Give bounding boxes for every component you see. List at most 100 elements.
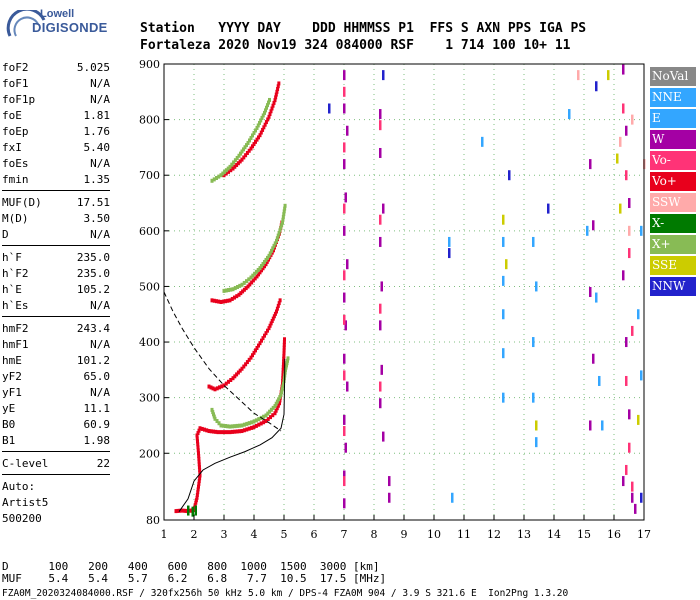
echo-mark <box>219 430 223 435</box>
echo-mark <box>265 105 268 110</box>
echo-mark <box>194 505 197 516</box>
echo-mark <box>252 419 256 424</box>
echo-mark <box>263 110 266 115</box>
header-labels: Station YYYY DAY DDD HHMMSS P1 FFS S AXN… <box>140 21 587 36</box>
param-value: 1.81 <box>83 109 111 122</box>
echo-mark <box>263 264 266 269</box>
echo-mark <box>640 225 643 236</box>
echo-mark <box>255 125 259 130</box>
echo-mark <box>209 385 213 390</box>
echo-mark <box>625 375 628 386</box>
echo-mark <box>281 217 285 222</box>
param-name: hmF2 <box>2 322 29 335</box>
echo-mark <box>196 431 200 436</box>
echo-mark <box>276 303 280 308</box>
echo-mark <box>568 109 571 120</box>
echo-mark <box>258 266 262 271</box>
echo-mark <box>214 429 218 434</box>
echo-mark <box>222 383 226 388</box>
x-tick-label: 17 <box>637 528 651 541</box>
echo-mark <box>245 150 249 155</box>
echo-mark <box>343 86 346 97</box>
echo-mark <box>260 268 263 273</box>
file-info: FZA0M_2020324084000.RSF / 320fx256h 50 k… <box>2 588 569 599</box>
param-row: h`Es N/A <box>2 298 110 314</box>
echo-mark <box>203 427 206 432</box>
echo-mark <box>221 423 225 428</box>
echo-mark <box>275 406 279 411</box>
echo-mark <box>198 426 202 431</box>
x-tick-label: 2 <box>191 528 198 541</box>
echo-mark <box>269 415 272 420</box>
echo-mark <box>631 325 634 336</box>
echo-mark <box>625 125 628 136</box>
echo-mark <box>502 275 505 286</box>
param-row: h`F2 235.0 <box>2 266 110 282</box>
echo-mark <box>254 128 257 133</box>
echo-mark <box>270 106 274 111</box>
trace-vo- <box>174 337 286 514</box>
echo-mark <box>628 442 631 453</box>
echo-mark <box>242 280 246 285</box>
echo-mark <box>284 367 287 372</box>
echo-mark <box>281 220 284 225</box>
y-tick-label: 800 <box>139 114 160 127</box>
echo-mark <box>254 269 258 274</box>
echo-mark <box>238 423 242 428</box>
param-row: hmF1 N/A <box>2 337 110 353</box>
echo-mark <box>233 295 236 300</box>
echo-mark <box>267 253 271 258</box>
echo-mark <box>285 361 289 366</box>
param-value: N/A <box>90 386 110 399</box>
echo-mark <box>233 424 237 429</box>
echo-mark <box>281 367 285 372</box>
echo-mark <box>242 287 246 292</box>
echo-mark <box>242 364 246 369</box>
param-value: 1.76 <box>83 125 111 138</box>
param-row: foF2 5.025 <box>2 60 110 76</box>
echo-mark <box>631 492 634 503</box>
echo-mark <box>245 421 249 426</box>
echo-mark <box>244 153 248 158</box>
echo-mark <box>343 314 346 325</box>
polarization-legend: NoVal NNE E W Vo- Vo+ SSW X- X+ SSE NNW <box>650 67 696 298</box>
chart-grid <box>164 64 644 520</box>
echo-mark <box>380 364 383 375</box>
echo-mark <box>601 420 604 431</box>
echo-mark <box>268 409 272 414</box>
param-row: B0 60.9 <box>2 417 110 433</box>
x-tick-label: 7 <box>341 528 348 541</box>
echo-mark <box>260 115 264 120</box>
echo-mark <box>261 266 265 271</box>
param-name: foF1 <box>2 77 29 90</box>
echo-mark <box>282 345 286 350</box>
echo-mark <box>217 299 221 304</box>
echo-mark <box>589 159 592 170</box>
echo-mark <box>343 270 346 281</box>
echo-mark <box>532 392 535 403</box>
echo-mark <box>245 143 248 148</box>
echo-mark <box>248 282 252 287</box>
echo-mark <box>207 384 211 389</box>
echo-mark <box>625 464 628 475</box>
echo-mark <box>277 230 281 235</box>
echo-mark <box>250 425 254 430</box>
echo-mark <box>233 164 237 169</box>
echo-mark <box>254 423 258 428</box>
echo-mark <box>236 284 239 289</box>
profile-solid-line <box>178 358 286 512</box>
echo-mark <box>254 348 257 353</box>
y-tick-label: 400 <box>139 336 160 349</box>
echo-mark <box>275 399 279 404</box>
echo-mark <box>240 429 244 434</box>
echo-mark <box>221 299 225 304</box>
trace-ssw <box>577 70 646 236</box>
echo-mark <box>595 292 598 303</box>
echo-mark <box>625 337 628 348</box>
param-value: 3.50 <box>83 212 111 225</box>
echo-mark <box>219 300 223 305</box>
echo-mark <box>254 418 258 423</box>
echo-mark <box>343 370 346 381</box>
x-tick-label: 13 <box>517 528 531 541</box>
param-separator <box>2 190 110 191</box>
